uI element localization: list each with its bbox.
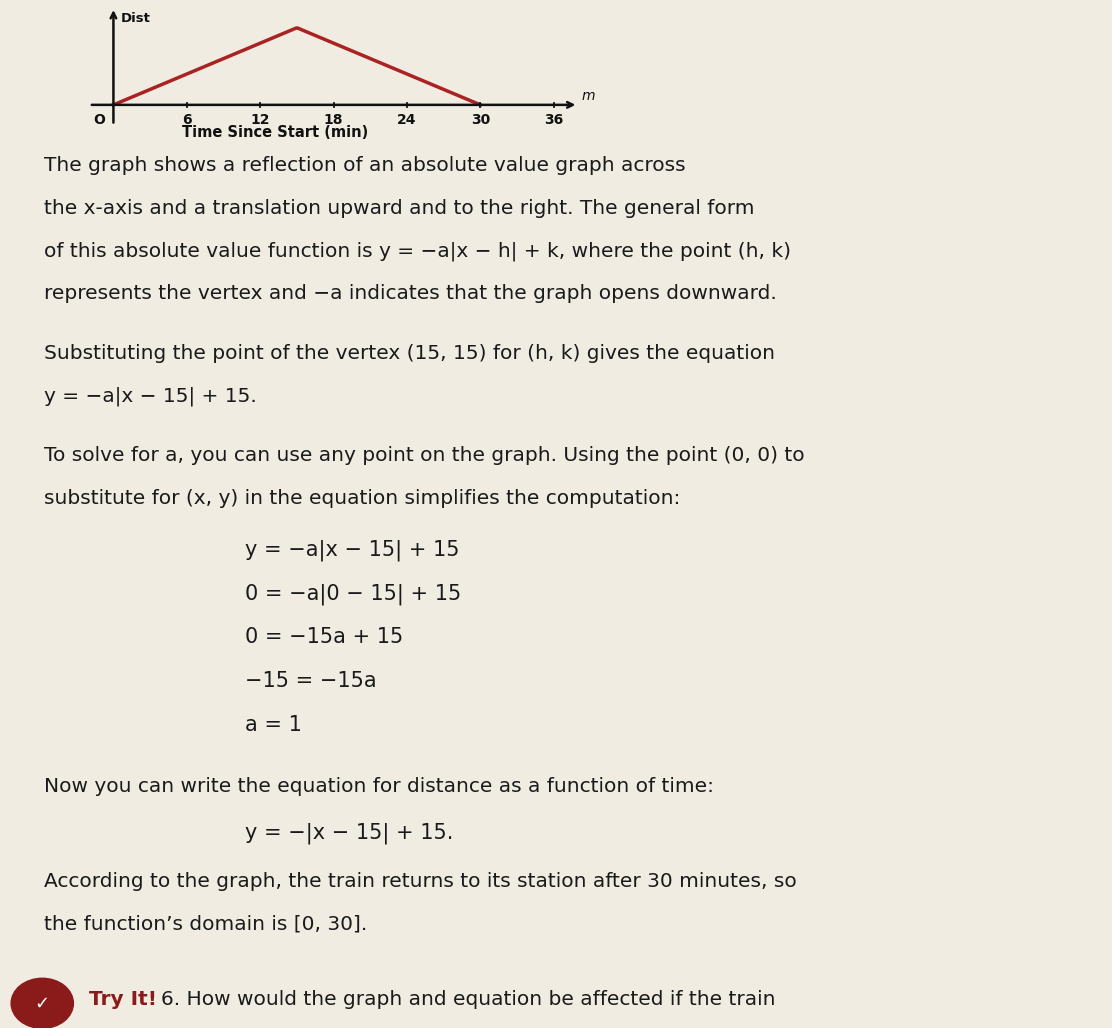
Text: y = −a|x − 15| + 15: y = −a|x − 15| + 15 [245,539,459,560]
Text: y = −a|x − 15| + 15.: y = −a|x − 15| + 15. [44,387,257,406]
Text: y = −|x − 15| + 15.: y = −|x − 15| + 15. [245,822,453,844]
Text: 30: 30 [470,113,490,126]
Text: Substituting the point of the vertex (15, 15) for (h, k) gives the equation: Substituting the point of the vertex (15… [44,343,775,363]
Text: Try It!: Try It! [89,990,157,1008]
Text: a = 1: a = 1 [245,715,301,735]
Text: 12: 12 [250,113,270,126]
Text: O: O [92,113,105,126]
Text: the function’s domain is [0, 30].: the function’s domain is [0, 30]. [44,915,368,933]
Text: m: m [582,88,595,103]
Text: −15 = −15a: −15 = −15a [245,671,376,692]
Text: represents the vertex and −a indicates that the graph opens downward.: represents the vertex and −a indicates t… [44,284,777,302]
Text: 24: 24 [397,113,417,126]
Text: 6. How would the graph and equation be affected if the train: 6. How would the graph and equation be a… [161,990,776,1008]
Text: the x-axis and a translation upward and to the right. The general form: the x-axis and a translation upward and … [44,198,755,218]
Text: ✓: ✓ [34,994,50,1013]
Text: substitute for (x, y) in the equation simplifies the computation:: substitute for (x, y) in the equation si… [44,489,681,508]
Text: of this absolute value function is y = −a|x − h| + k, where the point (h, k): of this absolute value function is y = −… [44,242,792,261]
Text: The graph shows a reflection of an absolute value graph across: The graph shows a reflection of an absol… [44,156,686,175]
Text: Time Since Start (min): Time Since Start (min) [181,125,368,140]
Text: 6: 6 [182,113,191,126]
Text: Now you can write the equation for distance as a function of time:: Now you can write the equation for dista… [44,777,715,796]
Text: 18: 18 [324,113,344,126]
Text: 0 = −15a + 15: 0 = −15a + 15 [245,627,403,648]
Text: Dist: Dist [121,12,150,26]
Text: 0 = −a|0 − 15| + 15: 0 = −a|0 − 15| + 15 [245,583,460,604]
Circle shape [11,979,73,1028]
Text: According to the graph, the train returns to its station after 30 minutes, so: According to the graph, the train return… [44,872,797,891]
Text: 36: 36 [544,113,564,126]
Text: To solve for a, you can use any point on the graph. Using the point (0, 0) to: To solve for a, you can use any point on… [44,446,805,466]
